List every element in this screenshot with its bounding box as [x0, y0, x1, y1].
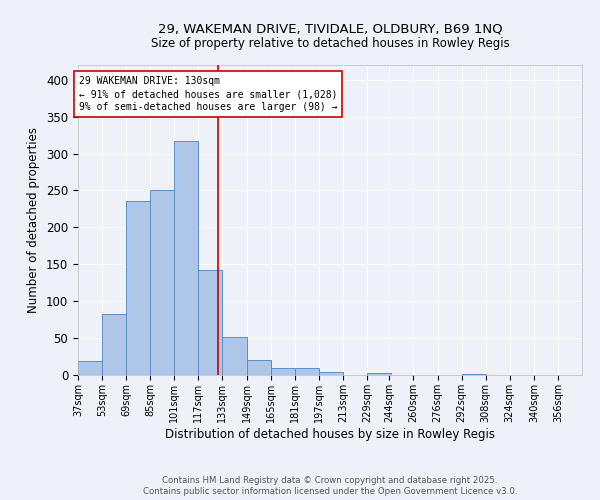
- Bar: [150, 190, 174, 375]
- Bar: [78, 361, 102, 375]
- Bar: [247, 360, 271, 375]
- Bar: [295, 368, 319, 375]
- Bar: [461, 374, 486, 375]
- Bar: [102, 314, 126, 375]
- Bar: [367, 373, 391, 375]
- X-axis label: Distribution of detached houses by size in Rowley Regis: Distribution of detached houses by size …: [165, 428, 495, 440]
- Bar: [223, 338, 247, 375]
- Text: Contains public sector information licensed under the Open Government Licence v3: Contains public sector information licen…: [143, 487, 517, 496]
- Bar: [174, 141, 199, 375]
- Y-axis label: Number of detached properties: Number of detached properties: [28, 127, 40, 313]
- Text: Contains HM Land Registry data © Crown copyright and database right 2025.: Contains HM Land Registry data © Crown c…: [162, 476, 498, 485]
- Bar: [199, 270, 223, 375]
- Bar: [126, 201, 150, 375]
- Bar: [319, 372, 343, 375]
- Text: 29 WAKEMAN DRIVE: 130sqm
← 91% of detached houses are smaller (1,028)
9% of semi: 29 WAKEMAN DRIVE: 130sqm ← 91% of detach…: [79, 76, 337, 112]
- Text: 29, WAKEMAN DRIVE, TIVIDALE, OLDBURY, B69 1NQ: 29, WAKEMAN DRIVE, TIVIDALE, OLDBURY, B6…: [158, 22, 502, 36]
- Text: Size of property relative to detached houses in Rowley Regis: Size of property relative to detached ho…: [151, 38, 509, 51]
- Bar: [271, 368, 295, 375]
